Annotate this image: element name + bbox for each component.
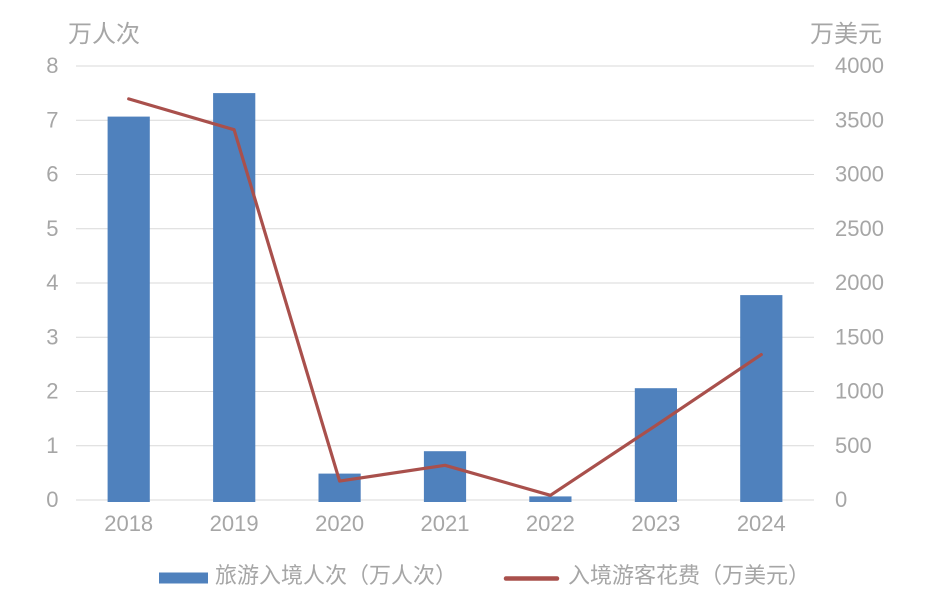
svg-text:2018: 2018 [104,511,153,536]
svg-text:入境游客花费（万美元）: 入境游客花费（万美元） [568,563,810,588]
svg-text:6: 6 [46,162,58,187]
svg-text:1: 1 [46,433,58,458]
svg-text:2020: 2020 [315,511,364,536]
svg-text:5: 5 [46,216,58,241]
svg-text:2022: 2022 [526,511,575,536]
svg-text:2019: 2019 [210,511,259,536]
svg-text:1000: 1000 [835,379,884,404]
svg-text:500: 500 [835,433,872,458]
svg-text:2024: 2024 [737,511,786,536]
svg-text:2021: 2021 [421,511,470,536]
svg-text:4: 4 [46,270,58,295]
svg-text:2: 2 [46,379,58,404]
svg-text:0: 0 [46,487,58,512]
svg-text:3500: 3500 [835,107,884,132]
svg-text:2023: 2023 [631,511,680,536]
svg-text:7: 7 [46,107,58,132]
svg-text:2000: 2000 [835,270,884,295]
svg-text:万美元: 万美元 [810,21,882,48]
svg-text:2500: 2500 [835,216,884,241]
svg-text:旅游入境人次（万人次）: 旅游入境人次（万人次） [215,563,457,588]
svg-text:3000: 3000 [835,162,884,187]
svg-text:8: 8 [46,53,58,78]
svg-text:万人次: 万人次 [68,21,140,48]
svg-text:3: 3 [46,324,58,349]
svg-text:4000: 4000 [835,53,884,78]
svg-text:0: 0 [835,487,847,512]
svg-text:1500: 1500 [835,324,884,349]
